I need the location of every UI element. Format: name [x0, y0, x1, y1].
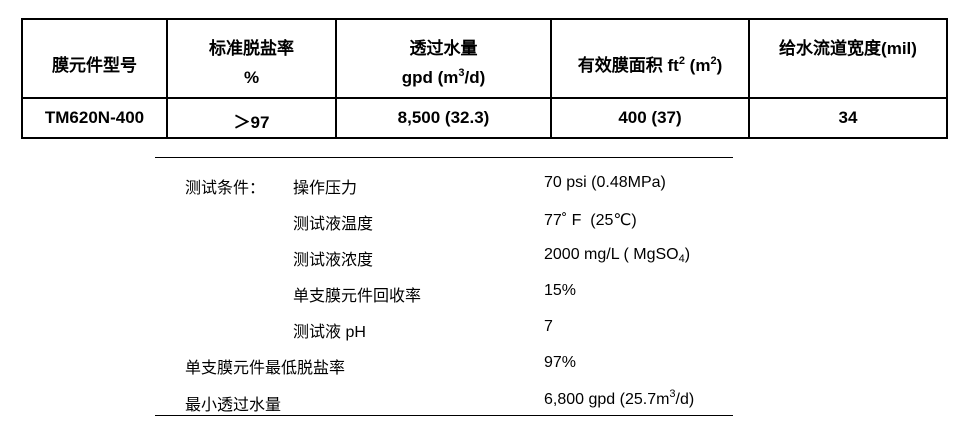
data-cell: 8,500 (32.3) — [397, 108, 490, 127]
col-divider — [748, 18, 750, 139]
spec-value: 97% — [544, 354, 577, 371]
text: ) — [716, 56, 723, 75]
text: 有效膜面积 ft — [577, 56, 679, 75]
spec-value: 6,800 gpd (25.7m3/d) — [544, 388, 695, 409]
col-divider — [166, 18, 168, 139]
spec-name: 单支膜元件最低脱盐率 — [185, 360, 346, 377]
condition-name: 测试液浓度 — [293, 252, 374, 269]
text: /d) — [464, 68, 486, 87]
header-cell: 有效膜面积 ft2 (m2) — [551, 51, 749, 76]
col-divider — [335, 18, 337, 139]
condition-value: 15% — [544, 282, 577, 299]
header-cell: % — [243, 68, 260, 87]
superscript: 2 — [710, 55, 717, 67]
header-cell: 标准脱盐率 — [209, 39, 294, 58]
condition-name: 测试液 pH — [293, 324, 366, 341]
subscript: 4 — [678, 253, 685, 265]
superscript: 2 — [678, 55, 685, 67]
header-cell: 给水流道宽度(mil) — [779, 39, 917, 58]
header-cell: gpd (m3/d) — [336, 68, 551, 88]
data-cell: 400 (37) — [618, 108, 682, 127]
data-cell: ＞97 — [233, 113, 270, 132]
rule — [155, 157, 733, 158]
condition-value: 70 psi (0.48MPa) — [544, 174, 666, 191]
text: (m — [684, 56, 711, 75]
data-cell: 34 — [838, 108, 858, 127]
spec-name: 最小透过水量 — [185, 397, 282, 414]
rule — [155, 415, 733, 416]
condition-name: 单支膜元件回收率 — [293, 288, 422, 305]
row-divider — [21, 97, 948, 99]
superscript: 3 — [458, 67, 465, 79]
text: 6,800 gpd (25.7m — [544, 391, 670, 408]
data-cell: TM620N-400 — [44, 108, 145, 127]
conditions-label: 测试条件： — [185, 180, 266, 197]
text: gpd (m — [401, 68, 459, 87]
header-cell: 透过水量 — [409, 39, 478, 58]
table-border — [21, 18, 948, 139]
condition-name: 测试液温度 — [293, 216, 374, 233]
condition-value: 77˚ F (25℃) — [544, 212, 637, 229]
superscript: 3 — [669, 388, 676, 400]
condition-name: 操作压力 — [293, 180, 358, 197]
header-cell: 膜元件型号 — [52, 56, 137, 75]
col-divider — [550, 18, 552, 139]
condition-value: 7 — [544, 318, 553, 335]
text: 2000 mg/L ( MgSO — [544, 246, 679, 263]
text: /d) — [675, 391, 695, 408]
condition-value: 2000 mg/L ( MgSO4) — [544, 246, 691, 265]
text: ) — [684, 246, 691, 263]
